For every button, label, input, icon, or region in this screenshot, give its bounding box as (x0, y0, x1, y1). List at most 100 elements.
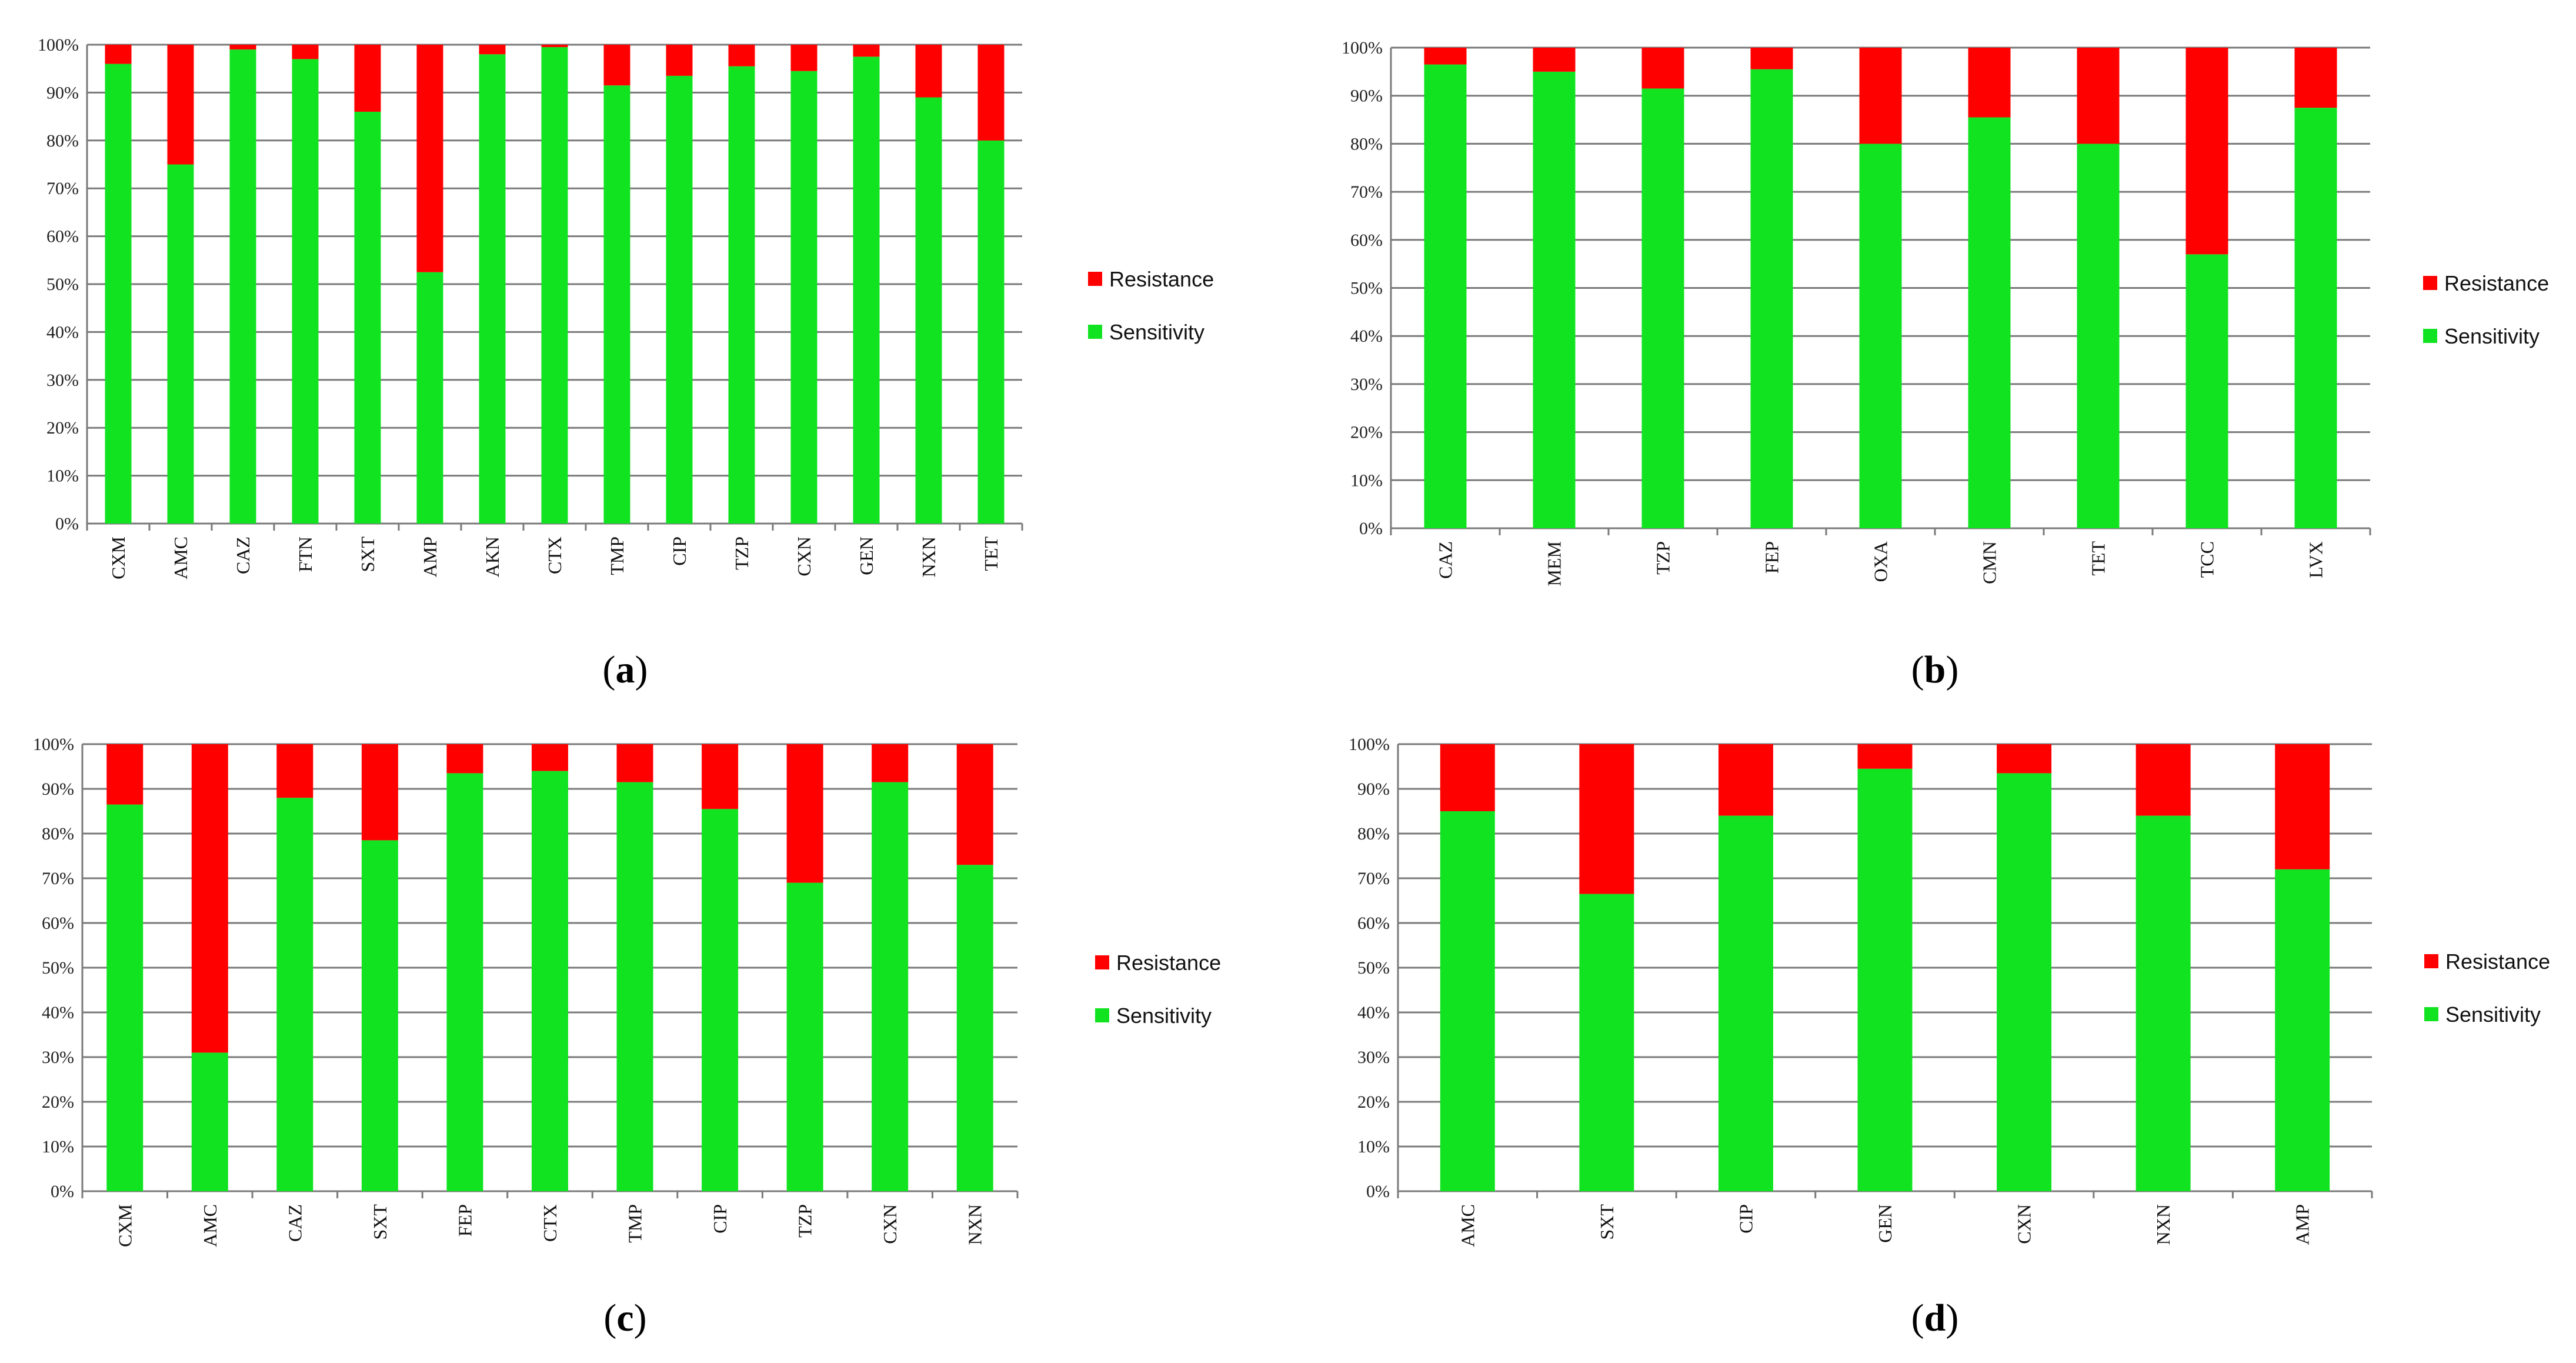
bar-sensitivity-caz (229, 49, 256, 524)
y-tick-label: 10% (1350, 471, 1383, 490)
bar-sensitivity-caz (1424, 64, 1467, 529)
x-tick-label: OXA (1870, 541, 1891, 582)
chart-panel-d: 0% 10% 20% 30% 40% 50% 60% 70% 80% 90% 100% AMC SXT C… (1349, 735, 2550, 1339)
y-tick-label: 60% (42, 914, 74, 933)
y-tick-label: 60% (1357, 914, 1390, 933)
bar-sensitivity-nxn (956, 865, 993, 1191)
y-tick-label: 30% (1350, 375, 1383, 394)
panel-label: (b) (1911, 648, 1959, 691)
bar-resistance-nxn (956, 744, 993, 865)
x-tick-label: FTN (295, 536, 316, 572)
bar-sensitivity-cip (1718, 815, 1773, 1191)
y-tick-label: 30% (42, 1048, 74, 1067)
bar-resistance-cxn (790, 45, 817, 71)
bar-resistance-sxt (1579, 744, 1634, 894)
y-tick-label: 90% (1350, 86, 1383, 106)
bar-sensitivity-tzp (786, 882, 823, 1191)
x-tick-label: CXN (2014, 1204, 2035, 1244)
x-tick-label: TZP (1653, 541, 1674, 575)
panel-label: (d) (1911, 1297, 1959, 1339)
legend-label-sensitivity: Sensitivity (1116, 1004, 1212, 1028)
y-tick-label: 0% (51, 1182, 74, 1201)
bar-resistance-lvx (2294, 48, 2337, 108)
bar-sensitivity-ftn (292, 59, 319, 524)
x-tick-label: CIP (1735, 1204, 1756, 1234)
x-tick-label: GEN (856, 536, 877, 575)
bar-resistance-amc (191, 744, 228, 1053)
bar-resistance-ctx (532, 744, 568, 771)
bar-sensitivity-tet (977, 140, 1005, 524)
bar-sensitivity-nxn (915, 97, 942, 524)
bar-sensitivity-cmn (1968, 117, 2011, 529)
bar-resistance-tet (2077, 48, 2120, 144)
bar-sensitivity-amp (416, 272, 443, 524)
bar-resistance-ftn (292, 45, 319, 59)
x-tick-label: AMP (2292, 1204, 2313, 1245)
x-tick-label: CXM (114, 1204, 135, 1247)
y-tick-label: 50% (1350, 279, 1383, 298)
bar-resistance-caz (1424, 48, 1467, 65)
bar-resistance-sxt (354, 45, 381, 112)
bar-resistance-amc (1440, 744, 1495, 811)
bar-resistance-oxa (1859, 48, 1902, 144)
y-tick-label: 70% (1357, 869, 1390, 888)
bar-sensitivity-tzp (1641, 88, 1684, 528)
x-tick-label: CMN (1979, 541, 2000, 584)
bar-sensitivity-amc (191, 1052, 228, 1191)
y-tick-label: 100% (1342, 38, 1383, 58)
bar-resistance-tet (977, 45, 1005, 141)
bar-sensitivity-lvx (2294, 108, 2337, 528)
legend-swatch-sensitivity (2423, 329, 2437, 343)
y-tick-label: 90% (42, 779, 74, 799)
bar-resistance-nxn (915, 45, 942, 98)
x-tick-label: CAZ (284, 1204, 305, 1242)
x-tick-label: AMC (1457, 1204, 1478, 1247)
x-tick-label: LVX (2305, 541, 2327, 578)
y-tick-label: 80% (46, 131, 79, 151)
bar-sensitivity-cxm (106, 804, 144, 1191)
legend-label-sensitivity: Sensitivity (2445, 1002, 2541, 1027)
x-tick-label: MEM (1544, 541, 1565, 586)
bar-sensitivity-amc (167, 164, 194, 524)
chart-panel-c: 0% 10% 20% 30% 40% 50% 60% 70% 80% 90% 100% CXM AMC C… (33, 735, 1221, 1339)
bar-sensitivity-tzp (728, 66, 755, 524)
y-tick-label: 20% (1357, 1092, 1390, 1112)
y-tick-label: 80% (42, 824, 74, 844)
bar-resistance-tcc (2185, 48, 2228, 255)
legend-label-resistance: Resistance (2444, 271, 2549, 295)
bar-sensitivity-cxn (790, 71, 817, 524)
bar-resistance-cxn (872, 744, 909, 782)
bar-sensitivity-fep (446, 773, 483, 1191)
bar-sensitivity-cip (666, 75, 693, 524)
y-tick-label: 50% (42, 958, 74, 978)
x-tick-label: NXN (965, 1204, 986, 1245)
x-tick-label: CIP (669, 536, 690, 566)
bar-resistance-cxm (106, 744, 144, 805)
x-tick-label: CXN (793, 536, 815, 576)
bar-sensitivity-sxt (361, 840, 398, 1191)
y-tick-label: 50% (46, 275, 79, 294)
x-tick-label: AKN (482, 536, 503, 577)
bar-resistance-cip (1718, 744, 1773, 816)
x-tick-label: CTX (544, 536, 565, 574)
y-tick-label: 10% (1357, 1137, 1390, 1157)
bar-resistance-gen (853, 45, 880, 57)
y-tick-label: 0% (1359, 519, 1383, 538)
panel-label: (a) (603, 648, 648, 691)
legend-label-sensitivity: Sensitivity (2444, 324, 2540, 348)
bar-resistance-cxn (1997, 744, 2052, 774)
bar-sensitivity-sxt (1579, 894, 1634, 1191)
bar-sensitivity-akn (479, 54, 506, 524)
bar-sensitivity-cxn (1997, 773, 2052, 1191)
bar-resistance-akn (479, 45, 506, 55)
bar-resistance-cip (702, 744, 739, 809)
y-tick-label: 40% (46, 322, 79, 342)
bar-sensitivity-caz (276, 798, 313, 1191)
bar-sensitivity-mem (1533, 71, 1576, 529)
x-tick-label: SXT (357, 536, 378, 572)
x-tick-label: AMP (419, 536, 441, 577)
x-tick-label: AMC (199, 1204, 221, 1247)
bar-sensitivity-fep (1750, 69, 1793, 528)
y-tick-label: 0% (55, 514, 79, 534)
chart-panel-b: 0% 10% 20% 30% 40% 50% 60% 70% 80% 90% 100% CAZ MEM T… (1342, 38, 2549, 691)
